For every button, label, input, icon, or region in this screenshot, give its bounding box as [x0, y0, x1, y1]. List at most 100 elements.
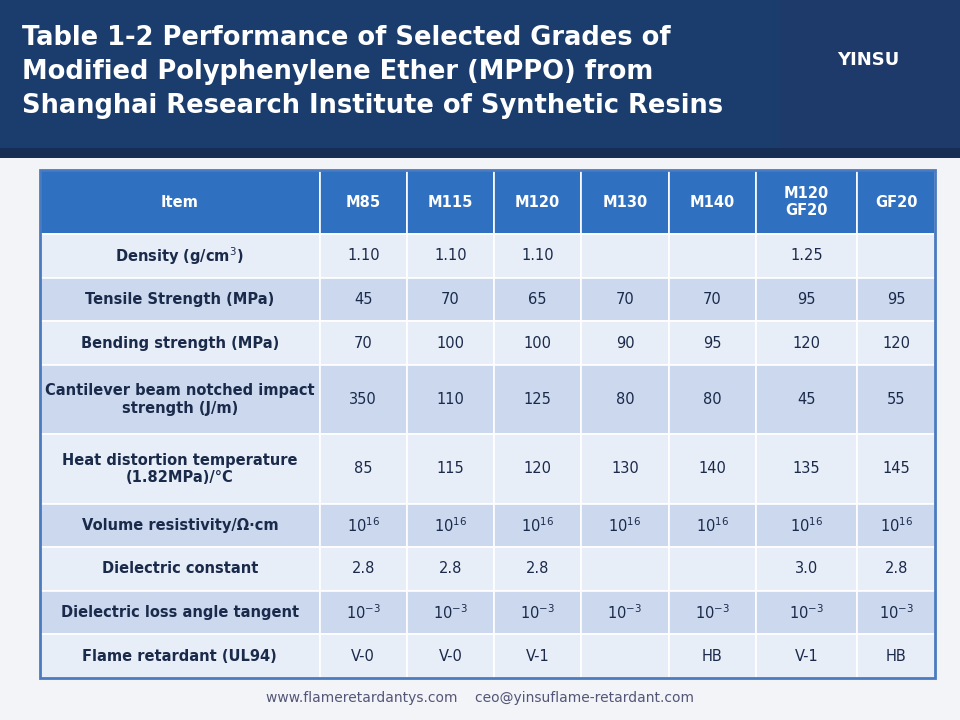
Text: 140: 140: [698, 462, 726, 477]
Bar: [320, 234, 407, 278]
Text: Dielectric constant: Dielectric constant: [102, 562, 258, 577]
Bar: [494, 434, 582, 503]
Bar: [668, 434, 756, 503]
Bar: [668, 591, 756, 634]
Bar: [40, 547, 320, 591]
Text: 70: 70: [703, 292, 722, 307]
Bar: [756, 170, 857, 234]
Bar: [40, 170, 320, 234]
Bar: [857, 365, 935, 434]
Text: 90: 90: [615, 336, 635, 351]
Text: 100: 100: [437, 336, 465, 351]
Text: Cantilever beam notched impact
strength (J/m): Cantilever beam notched impact strength …: [45, 384, 315, 416]
Bar: [0, 148, 960, 158]
Bar: [494, 547, 582, 591]
Text: 95: 95: [887, 292, 905, 307]
Text: 145: 145: [882, 462, 910, 477]
Text: V-1: V-1: [795, 649, 819, 664]
Text: $10^{-3}$: $10^{-3}$: [789, 603, 824, 622]
Text: $10^{16}$: $10^{16}$: [434, 516, 468, 535]
Bar: [40, 234, 320, 278]
Text: V-1: V-1: [526, 649, 550, 664]
Bar: [40, 634, 320, 678]
Bar: [756, 365, 857, 434]
Bar: [494, 365, 582, 434]
Bar: [857, 321, 935, 365]
Text: 120: 120: [882, 336, 910, 351]
Bar: [407, 591, 494, 634]
Bar: [857, 634, 935, 678]
Text: 70: 70: [615, 292, 635, 307]
Text: V-0: V-0: [351, 649, 375, 664]
Text: 65: 65: [529, 292, 547, 307]
Bar: [582, 170, 668, 234]
Text: M120
GF20: M120 GF20: [784, 186, 829, 218]
Text: 45: 45: [354, 292, 372, 307]
Text: M120: M120: [516, 194, 561, 210]
Text: M140: M140: [689, 194, 734, 210]
Text: 2.8: 2.8: [884, 562, 908, 577]
Bar: [407, 278, 494, 321]
Bar: [494, 503, 582, 547]
Bar: [40, 434, 320, 503]
Bar: [40, 591, 320, 634]
Bar: [668, 278, 756, 321]
Text: 80: 80: [703, 392, 722, 407]
Bar: [582, 234, 668, 278]
Bar: [857, 278, 935, 321]
Bar: [668, 170, 756, 234]
Bar: [857, 234, 935, 278]
Text: 95: 95: [703, 336, 722, 351]
Text: Bending strength (MPa): Bending strength (MPa): [81, 336, 279, 351]
Bar: [320, 434, 407, 503]
Bar: [320, 591, 407, 634]
Text: 1.25: 1.25: [790, 248, 823, 264]
Text: 125: 125: [524, 392, 552, 407]
Text: 2.8: 2.8: [526, 562, 549, 577]
Bar: [582, 591, 668, 634]
Bar: [756, 591, 857, 634]
Text: $10^{-3}$: $10^{-3}$: [608, 603, 642, 622]
Bar: [582, 365, 668, 434]
Bar: [780, 0, 960, 148]
Bar: [756, 434, 857, 503]
Bar: [756, 321, 857, 365]
Bar: [407, 234, 494, 278]
Bar: [494, 170, 582, 234]
Bar: [857, 503, 935, 547]
Text: $10^{-3}$: $10^{-3}$: [520, 603, 555, 622]
Bar: [320, 634, 407, 678]
Bar: [407, 634, 494, 678]
Bar: [756, 234, 857, 278]
Text: 130: 130: [612, 462, 638, 477]
Text: $10^{16}$: $10^{16}$: [879, 516, 913, 535]
Bar: [494, 234, 582, 278]
Text: HB: HB: [886, 649, 906, 664]
Bar: [582, 434, 668, 503]
Text: 70: 70: [354, 336, 372, 351]
Bar: [407, 365, 494, 434]
Bar: [582, 634, 668, 678]
Bar: [407, 503, 494, 547]
Text: $10^{16}$: $10^{16}$: [696, 516, 729, 535]
Text: 2.8: 2.8: [439, 562, 462, 577]
Bar: [320, 170, 407, 234]
Text: 85: 85: [354, 462, 372, 477]
Bar: [40, 365, 320, 434]
Text: Heat distortion temperature
(1.82MPa)/°C: Heat distortion temperature (1.82MPa)/°C: [62, 453, 298, 485]
Text: 1.10: 1.10: [521, 248, 554, 264]
Bar: [668, 634, 756, 678]
Bar: [320, 503, 407, 547]
Bar: [40, 503, 320, 547]
Text: $10^{-3}$: $10^{-3}$: [878, 603, 914, 622]
Bar: [756, 278, 857, 321]
Text: Tensile Strength (MPa): Tensile Strength (MPa): [85, 292, 275, 307]
Bar: [494, 321, 582, 365]
Text: Table 1-2 Performance of Selected Grades of
Modified Polyphenylene Ether (MPPO) : Table 1-2 Performance of Selected Grades…: [22, 25, 723, 119]
Text: $10^{16}$: $10^{16}$: [790, 516, 823, 535]
Bar: [668, 234, 756, 278]
Text: M115: M115: [428, 194, 473, 210]
Text: $10^{16}$: $10^{16}$: [347, 516, 380, 535]
Bar: [857, 170, 935, 234]
Bar: [857, 591, 935, 634]
